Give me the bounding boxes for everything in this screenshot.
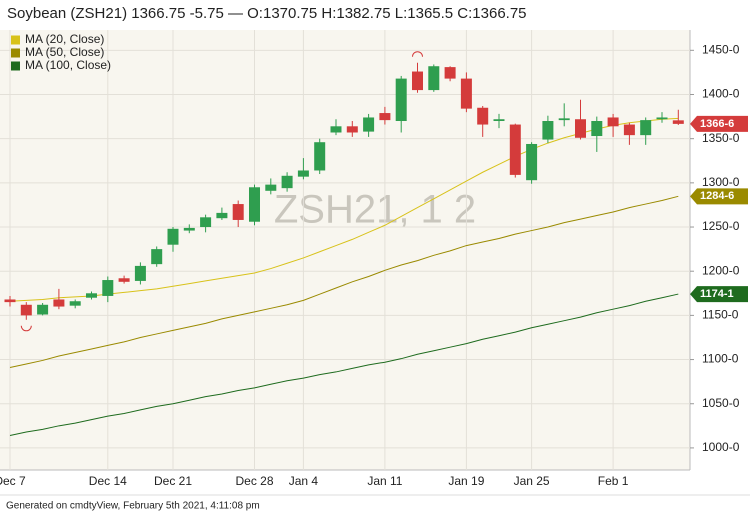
x-tick-label: Dec 21 [154,474,192,488]
candle-body [558,118,570,121]
candle-body [379,113,391,121]
legend-label: MA (20, Close) [25,32,104,46]
x-tick-label: Dec 28 [235,474,273,488]
candle-body [607,117,619,127]
candle-body [249,187,260,222]
grid [0,30,690,470]
candle-body [509,124,521,175]
y-tick-label: 1000-0 [702,440,740,454]
candle-body [526,143,538,181]
candle-body [395,78,407,122]
legend-swatch [11,35,20,45]
candle-body [20,304,32,316]
x-tick-label: Jan 11 [367,474,402,488]
y-tick-label: 1350-0 [702,131,740,145]
candle-body [134,265,146,281]
candle-body [656,117,668,120]
x-tick-label: Dec 14 [89,474,127,488]
candle-body [232,204,244,220]
x-tick-label: Jan 19 [448,474,484,488]
end-label-box [690,115,748,132]
plot-area [0,30,690,470]
candle-body [118,278,130,282]
candle-body [216,212,228,219]
candle-body [167,228,179,245]
candle-body [346,126,358,133]
end-label: 1174-1 [700,288,734,300]
x-tick-label: Jan 4 [289,474,319,488]
candle-body [542,121,554,140]
y-tick-label: 1100-0 [702,352,739,366]
x-tick-label: Dec 7 [0,474,26,488]
candle-body [330,126,342,133]
candle-body [640,120,652,136]
candle-body [412,71,423,91]
candle-body [183,227,195,231]
candle-body [297,170,309,177]
ma-line [9,293,679,437]
end-label-box [690,286,748,303]
candle-body [69,301,81,306]
footer: Generated on cmdtyView, February 5th 202… [6,501,260,512]
y-tick-label: 1450-0 [702,42,740,56]
ma-line [9,117,679,302]
legend-swatch [11,61,20,71]
candle-body [200,217,212,228]
watermark: ZSH21, 1 2 [274,188,476,232]
low-marker [20,325,32,332]
candle-body [151,249,163,265]
end-label: 1366-6 [700,118,734,130]
candle-body [363,117,375,132]
end-label: 1284-6 [700,190,734,202]
candle-body [314,142,326,171]
candle-body [493,119,505,122]
y-tick-label: 1200-0 [702,263,740,277]
candle-body [4,299,16,303]
candle-body [591,121,603,137]
candle-body [86,293,97,298]
y-tick-label: 1150-0 [702,308,739,322]
candle-body [428,66,440,91]
ma-line [9,195,679,368]
end-label-box [690,188,748,205]
candle-body [53,299,65,307]
legend-label: MA (50, Close) [25,45,104,59]
high-marker [412,51,423,57]
candle-body [102,280,114,296]
candle-body [623,124,635,136]
y-tick-label: 1050-0 [702,396,740,410]
x-tick-label: Feb 1 [598,474,629,488]
legend-swatch [11,48,20,58]
x-tick-label: Jan 25 [514,474,550,488]
y-tick-label: 1300-0 [702,175,740,189]
candle-body [477,107,489,125]
candle-body [575,119,586,138]
y-tick-label: 1250-0 [702,219,740,233]
candle-body [37,304,49,315]
y-tick-label: 1400-0 [702,87,740,101]
candle-body [281,175,293,189]
candle-body [672,120,684,124]
legend-label: MA (100, Close) [25,58,111,72]
chart-title: Soybean (ZSH21) 1366.75 -5.75 — O:1370.7… [7,5,527,22]
candle-body [444,67,456,79]
candle-body [460,78,472,109]
candle-body [265,184,277,191]
